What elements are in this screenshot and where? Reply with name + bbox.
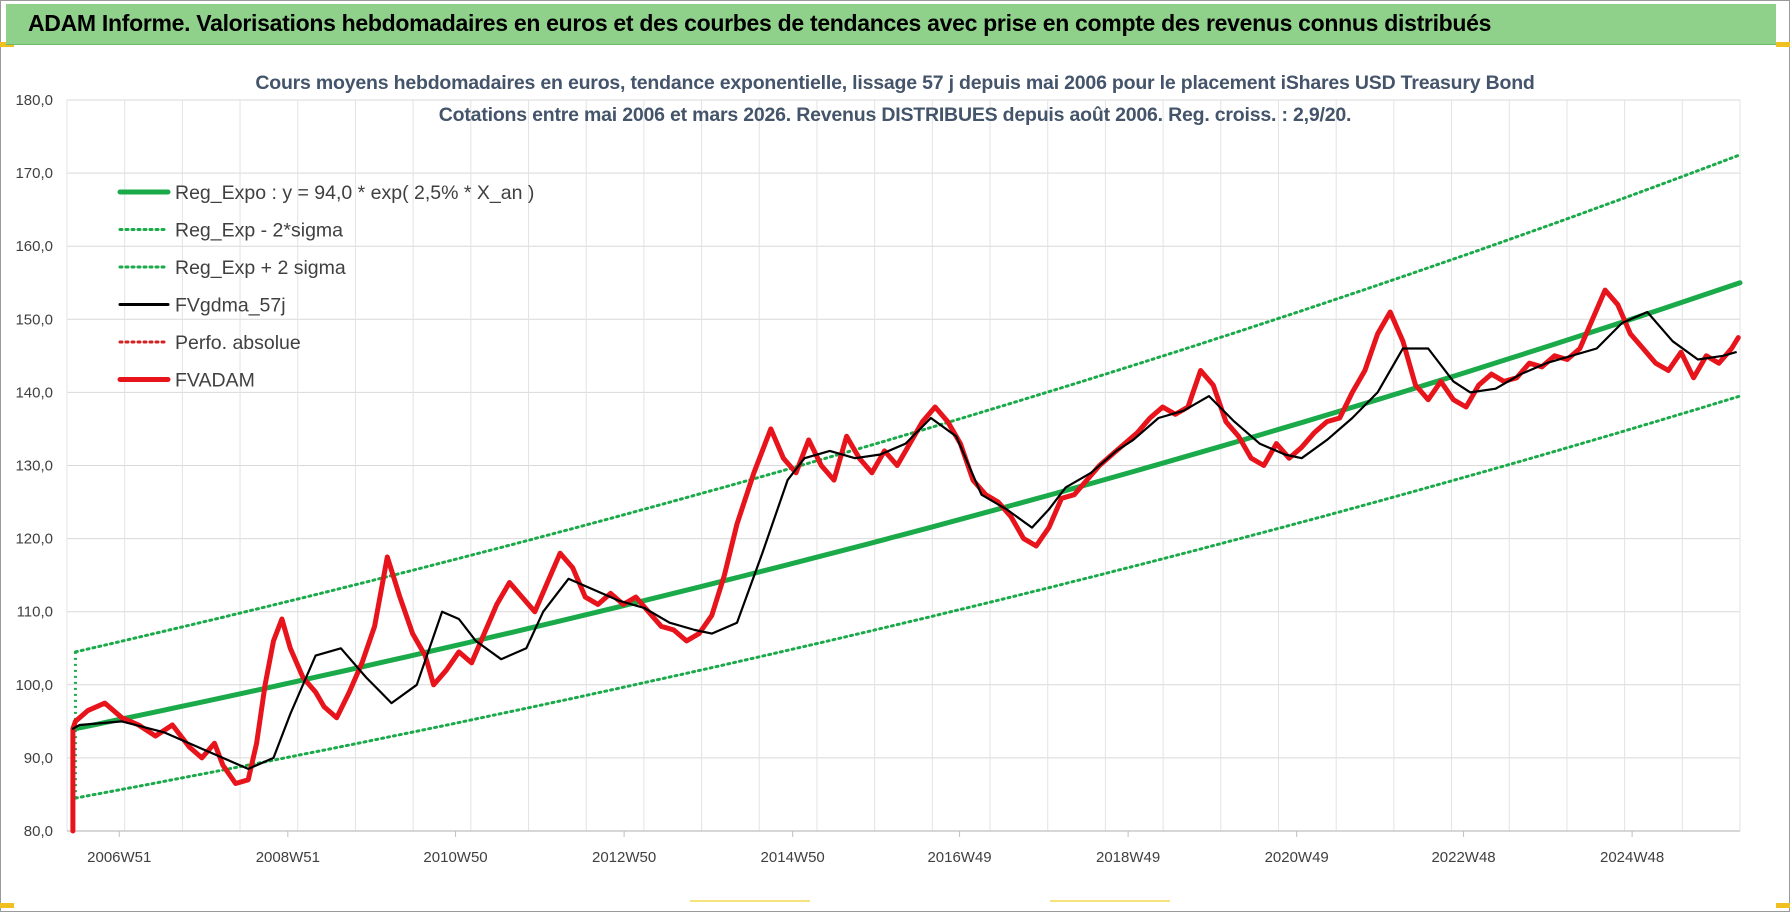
- legend-label: FVgdma_57j: [175, 295, 286, 317]
- y-tick-label: 100,0: [15, 677, 53, 694]
- x-tick-label: 2020W49: [1265, 849, 1329, 866]
- y-tick-label: 130,0: [15, 458, 53, 475]
- legend-label: Reg_Exp - 2*sigma: [175, 220, 343, 242]
- x-tick-label: 2024W48: [1600, 849, 1664, 866]
- x-tick-label: 2010W50: [423, 849, 487, 866]
- header-banner: ADAM Informe. Valorisations hebdomadaire…: [6, 4, 1776, 45]
- corner-mark-bottom-left: [0, 903, 14, 908]
- y-tick-label: 110,0: [17, 604, 53, 621]
- bottom-highlight-1: [690, 900, 810, 902]
- x-tick-label: 2008W51: [256, 849, 320, 866]
- y-tick-label: 90,0: [24, 750, 53, 767]
- series-line-1: [73, 394, 1742, 800]
- corner-mark-right: [1776, 42, 1790, 47]
- x-tick-label: 2016W49: [927, 849, 991, 866]
- legend-label: FVADAM: [175, 370, 255, 392]
- y-axis-ticks: 80,0 90,0 100,0 110,0 120,0 130,0 140,0 150,0 16…: [15, 92, 53, 840]
- x-tick-label: 2014W50: [761, 849, 825, 866]
- bottom-highlight-2: [1050, 900, 1170, 902]
- y-tick-label: 160,0: [15, 238, 53, 255]
- legend-label: Perfo. absolue: [175, 332, 301, 354]
- series-line-0: [72, 280, 1743, 732]
- y-tick-label: 120,0: [15, 531, 53, 548]
- chart-subtitle: Cotations entre mai 2006 et mars 2026. R…: [438, 104, 1352, 126]
- series-line-5: [70, 287, 1741, 834]
- x-axis-ticks: 2006W51 2008W51 2010W50 2012W50 2014W50 2016W…: [87, 831, 1664, 866]
- x-tick-label: 2018W49: [1096, 849, 1160, 866]
- x-tick-label: 2022W48: [1431, 849, 1495, 866]
- series-line-2: [73, 153, 1742, 654]
- chart-title: Cours moyens hebdomadaires en euros, ten…: [255, 72, 1535, 94]
- chart-grid: [66, 99, 1741, 832]
- y-tick-label: 180,0: [15, 92, 53, 109]
- y-tick-label: 80,0: [24, 823, 53, 840]
- chart-legend: Reg_Expo : y = 94,0 * exp( 2,5% * X_an )…: [117, 182, 534, 392]
- y-tick-label: 140,0: [15, 384, 53, 401]
- x-tick-label: 2012W50: [592, 849, 656, 866]
- y-tick-label: 150,0: [15, 311, 53, 328]
- series-line-3: [71, 310, 1737, 770]
- banner-title: ADAM Informe. Valorisations hebdomadaire…: [28, 10, 1492, 36]
- legend-label: Reg_Expo : y = 94,0 * exp( 2,5% * X_an ): [175, 182, 534, 204]
- y-tick-label: 170,0: [15, 165, 53, 182]
- chart-series: [70, 153, 1743, 834]
- x-tick-label: 2006W51: [87, 849, 151, 866]
- corner-mark-bottom-right: [1776, 903, 1790, 908]
- legend-label: Reg_Exp + 2 sigma: [175, 257, 346, 279]
